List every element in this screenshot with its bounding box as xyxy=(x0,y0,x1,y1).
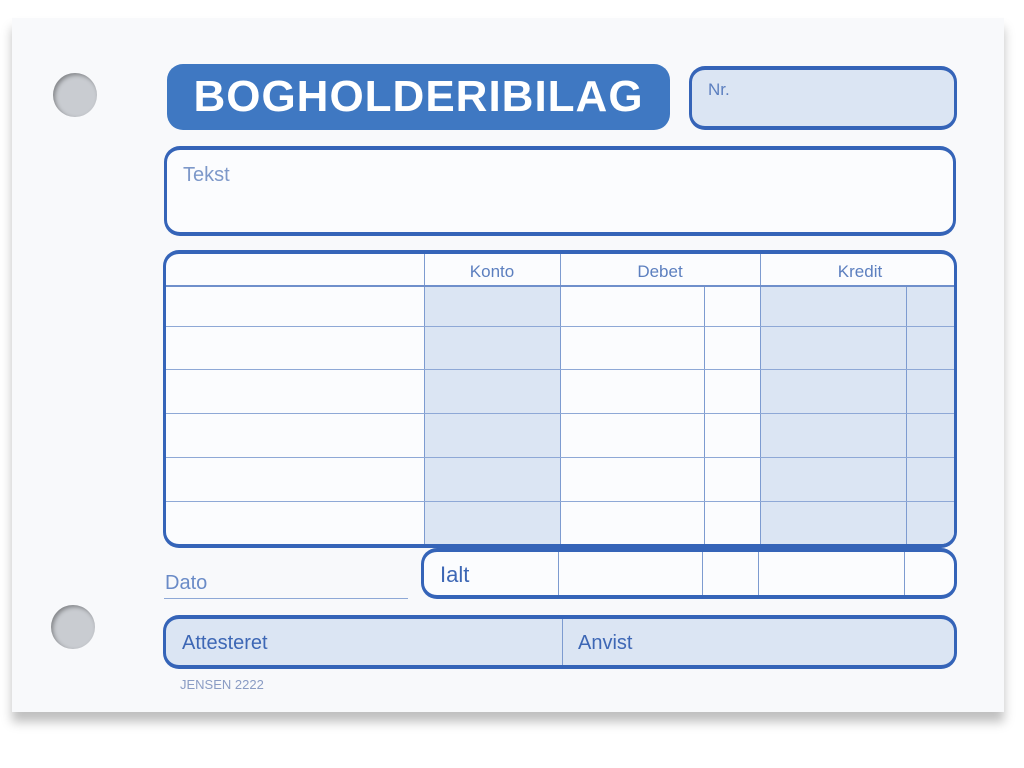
footer-code: JENSEN 2222 xyxy=(180,677,264,692)
approval-row: Attesteret Anvist xyxy=(163,615,957,669)
column-header-konto: Konto xyxy=(469,262,515,281)
total-label: Ialt xyxy=(440,562,470,587)
form-title: BOGHOLDERIBILAG xyxy=(167,64,670,130)
punch-hole xyxy=(53,73,97,117)
dato-line[interactable] xyxy=(164,598,408,599)
nr-label: Nr. xyxy=(708,80,730,99)
column-header-kredit: Kredit xyxy=(837,262,883,281)
entries-table: Konto Debet Kredit xyxy=(163,250,957,548)
nr-field[interactable]: Nr. xyxy=(689,66,957,130)
column-header-debet: Debet xyxy=(637,262,683,281)
tekst-label: Tekst xyxy=(183,164,230,186)
total-row: Ialt xyxy=(421,548,957,599)
dato-label: Dato xyxy=(165,572,208,594)
anvist-label: Anvist xyxy=(578,632,633,654)
attesteret-label: Attesteret xyxy=(182,632,268,654)
tekst-field[interactable]: Tekst xyxy=(164,146,956,236)
punch-hole xyxy=(51,605,95,649)
